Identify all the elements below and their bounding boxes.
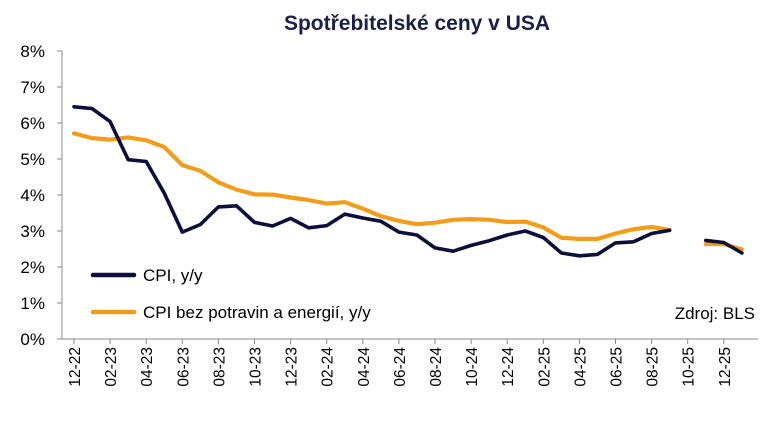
x-tick-label: 12-23 xyxy=(284,347,301,387)
y-tick-label: 7% xyxy=(20,78,45,97)
y-tick-label: 2% xyxy=(20,258,45,277)
x-ticks: 12-22 02-23 04-23 06-23 08-23 10-23 12-23 02-24… xyxy=(67,339,734,387)
series-lines xyxy=(71,105,745,258)
y-ticks: 0% 1% 2% 3% 4% 5% 6% 7% 8% xyxy=(20,42,62,349)
x-tick-label: 06-23 xyxy=(175,347,192,387)
x-tick-label: 10-25 xyxy=(681,347,698,387)
x-tick-label: 06-25 xyxy=(609,347,626,387)
chart-title: Spotřebitelské ceny v USA xyxy=(284,12,550,35)
y-tick-label: 6% xyxy=(20,114,45,133)
x-tick-label: 08-24 xyxy=(428,347,445,387)
x-tick-label: 02-23 xyxy=(103,347,120,387)
y-tick-label: 1% xyxy=(20,294,45,313)
x-tick-label: 04-25 xyxy=(572,347,589,387)
x-tick-label: 12-25 xyxy=(717,347,734,387)
x-tick-label: 12-22 xyxy=(67,347,84,387)
y-tick-label: 8% xyxy=(20,42,45,61)
y-tick-label: 3% xyxy=(20,222,45,241)
legend: CPI, y/y CPI bez potravin a energií, y/y xyxy=(90,266,371,322)
x-tick-label: 02-25 xyxy=(536,347,553,387)
y-tick-label: 5% xyxy=(20,150,45,169)
series-line-cpi-segment-2 xyxy=(703,238,744,255)
legend-label-cpi: CPI, y/y xyxy=(143,266,203,285)
x-tick-label: 04-23 xyxy=(139,347,156,387)
legend-label-core-cpi: CPI bez potravin a energií, y/y xyxy=(143,303,371,322)
x-tick-label: 12-24 xyxy=(500,347,517,387)
x-tick-label: 08-23 xyxy=(211,347,228,387)
x-tick-label: 06-24 xyxy=(392,347,409,387)
series-line-cpi-segment-1 xyxy=(72,105,672,258)
x-tick-label: 10-24 xyxy=(464,347,481,387)
y-tick-label: 4% xyxy=(20,186,45,205)
y-tick-label: 0% xyxy=(20,330,45,349)
source-note: Zdroj: BLS xyxy=(675,304,755,323)
x-tick-label: 04-24 xyxy=(356,347,373,387)
x-tick-label: 08-25 xyxy=(645,347,662,387)
x-tick-label: 02-24 xyxy=(320,347,337,387)
series-line-core-cpi-segment-1 xyxy=(71,131,672,241)
x-tick-label: 10-23 xyxy=(248,347,265,387)
